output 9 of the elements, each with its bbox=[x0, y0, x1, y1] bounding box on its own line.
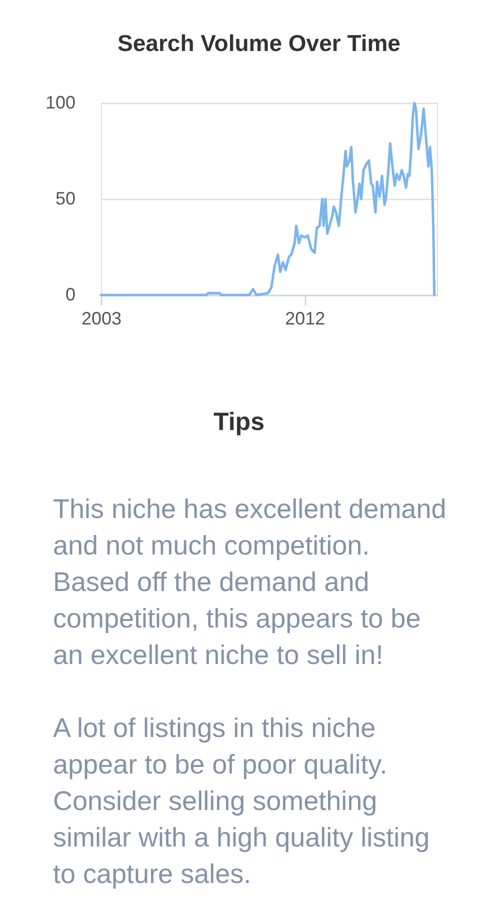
x-tick-label: 2012 bbox=[285, 308, 326, 328]
y-tick-label: 100 bbox=[45, 92, 76, 112]
chart-title: Search Volume Over Time bbox=[118, 30, 400, 56]
text: Tips bbox=[214, 408, 264, 436]
y-tick-label: 50 bbox=[55, 188, 76, 208]
y-tick-label: 0 bbox=[65, 284, 76, 304]
text: A lot of listings in this niche appear to be of poor quality. Consider selling something similar with a high quality listing to capture sales. bbox=[53, 713, 430, 889]
x-tick-label: 2003 bbox=[81, 308, 122, 328]
text: This niche has excellent demand and not much competition. Based off the demand and competition, this appears to be an excellent niche to sell in! bbox=[53, 494, 446, 670]
